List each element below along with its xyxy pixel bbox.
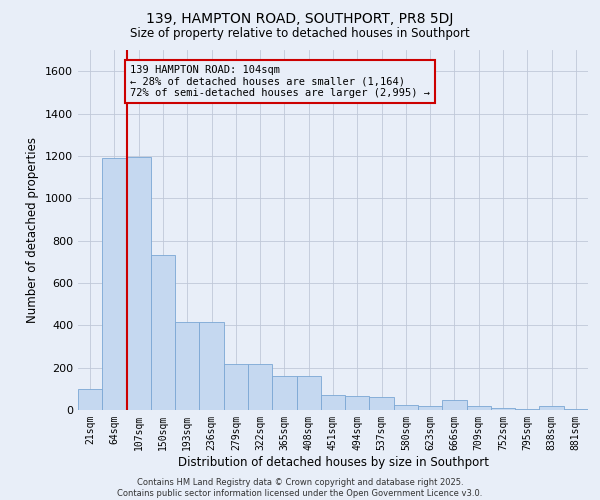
Bar: [175, 322, 199, 410]
Bar: [564, 409, 588, 410]
Bar: [539, 406, 564, 410]
Bar: [151, 256, 175, 410]
Bar: [199, 322, 224, 410]
Bar: [491, 408, 515, 410]
Bar: [127, 157, 151, 410]
X-axis label: Distribution of detached houses by size in Southport: Distribution of detached houses by size …: [178, 456, 488, 468]
Bar: [467, 406, 491, 410]
Text: Contains HM Land Registry data © Crown copyright and database right 2025.
Contai: Contains HM Land Registry data © Crown c…: [118, 478, 482, 498]
Bar: [370, 398, 394, 410]
Y-axis label: Number of detached properties: Number of detached properties: [26, 137, 40, 323]
Bar: [248, 364, 272, 410]
Bar: [296, 376, 321, 410]
Bar: [78, 389, 102, 410]
Bar: [272, 376, 296, 410]
Bar: [224, 364, 248, 410]
Bar: [321, 395, 345, 410]
Bar: [345, 396, 370, 410]
Bar: [102, 158, 127, 410]
Bar: [394, 404, 418, 410]
Bar: [442, 400, 467, 410]
Text: Size of property relative to detached houses in Southport: Size of property relative to detached ho…: [130, 28, 470, 40]
Bar: [418, 406, 442, 410]
Text: 139, HAMPTON ROAD, SOUTHPORT, PR8 5DJ: 139, HAMPTON ROAD, SOUTHPORT, PR8 5DJ: [146, 12, 454, 26]
Text: 139 HAMPTON ROAD: 104sqm
← 28% of detached houses are smaller (1,164)
72% of sem: 139 HAMPTON ROAD: 104sqm ← 28% of detach…: [130, 65, 430, 98]
Bar: [515, 409, 539, 410]
